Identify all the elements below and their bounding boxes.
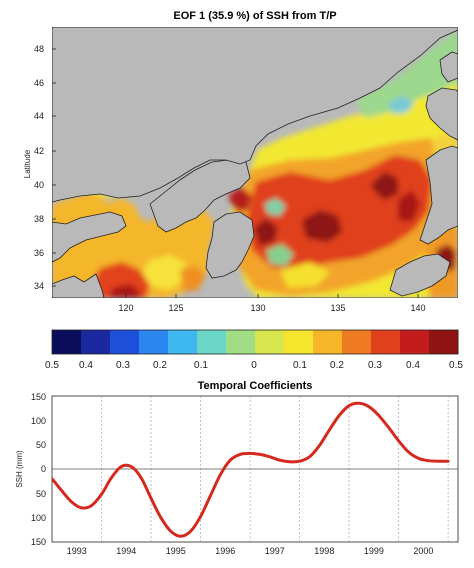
- colorbar-label-7: 0.1: [293, 360, 307, 371]
- map-axes: 120 125 130 135 140 34 36 38 40 42 44 46…: [23, 44, 426, 313]
- line-ytick-label-4: 0: [41, 464, 46, 474]
- colorbar-label-3: 0.3: [116, 360, 130, 371]
- map-ytick-label-1: 34: [34, 281, 44, 291]
- map-ytick-label-4: 40: [34, 180, 44, 190]
- map-ytick-label-5: 42: [34, 146, 44, 156]
- colorbar-cell-6: [197, 330, 227, 354]
- map-ytick-label-6: 44: [34, 111, 44, 121]
- map-ylabel: Latitude: [23, 149, 32, 178]
- line-axes: 150 100 50 0 50 100 150 SSH (mm) 1993 199…: [15, 392, 433, 556]
- colorbar-cell-9: [284, 330, 314, 354]
- line-xtick-label: 1994: [116, 546, 136, 556]
- line-xtick-label: 1997: [265, 546, 285, 556]
- colorbar-cell-12: [371, 330, 401, 354]
- line-xtick-label: 2000: [413, 546, 433, 556]
- colorbar-label-11: 0.5: [449, 360, 463, 371]
- hotspot-center: [302, 210, 342, 242]
- land-north: [52, 27, 458, 203]
- line-ytick-label-3: 50: [36, 440, 46, 450]
- map-ytick-label-2: 36: [34, 248, 44, 258]
- land-sakhalin: [439, 51, 458, 83]
- colorbar-cell-4: [139, 330, 169, 354]
- series-line: [52, 401, 450, 538]
- hotspot-ulleung-south: [254, 218, 278, 246]
- hotspot-northeast: [370, 172, 398, 200]
- line-ytick-label-6: 100: [31, 513, 46, 523]
- colorbar-cell-1: [52, 330, 82, 354]
- map-xtick-label-4: 135: [330, 303, 345, 313]
- field-yellow-sea-light: [142, 255, 185, 290]
- colorbar-cell-8: [255, 330, 285, 354]
- colorbar-cells: [52, 330, 459, 354]
- line-ytick-label-1: 150: [31, 392, 46, 402]
- field-yellow-orange: [180, 266, 206, 292]
- colorbar-cell-10: [313, 330, 343, 354]
- land-liaodong: [149, 159, 251, 233]
- line-ytick-label-5: 50: [36, 489, 46, 499]
- field-south-dark: [110, 284, 140, 298]
- field-east-sea-cyan: [388, 96, 414, 114]
- map-title: EOF 1 (35.9 %) of SSH from T/P: [173, 10, 336, 22]
- line-panel: [51, 395, 459, 543]
- field-cool-patch-b: [266, 244, 294, 266]
- map-panel: [52, 27, 458, 298]
- colorbar-cell-3: [110, 330, 140, 354]
- map-tick-marks: [52, 48, 419, 298]
- map-xtick-label-3: 130: [250, 303, 265, 313]
- map-ytick-label-7: 46: [34, 78, 44, 88]
- land-shandong: [52, 211, 127, 263]
- field-east-sea-yellow-inner: [280, 262, 330, 288]
- field-east-sea-green: [355, 30, 458, 118]
- map-xtick-label-1: 120: [118, 303, 133, 313]
- colorbar-label-2: 0.4: [79, 360, 93, 371]
- colorbar-label-1: 0.5: [45, 360, 59, 371]
- map-xtick-label-2: 125: [168, 303, 183, 313]
- colorbar-label-5: 0.1: [194, 360, 208, 371]
- hotspot-honshu-coast: [398, 190, 420, 222]
- line-xtick-label: 1995: [166, 546, 186, 556]
- land-sw-japan: [389, 253, 451, 297]
- line-xtick-labels: 1993 1994 1995 1996 1997 1998 1999 2000: [67, 546, 434, 556]
- line-title: Temporal Coefficients: [198, 380, 313, 392]
- line-xtick-label: 1993: [67, 546, 87, 556]
- line-xtick-label: 1998: [314, 546, 334, 556]
- colorbar-frame: [51, 329, 459, 355]
- colorbar-label-9: 0.3: [368, 360, 382, 371]
- land-korea: [205, 211, 255, 279]
- colorbar-label-4: 0.2: [153, 360, 167, 371]
- land-hokkaido: [425, 87, 458, 141]
- colorbar-label-10: 0.4: [406, 360, 420, 371]
- colorbar-cell-13: [400, 330, 430, 354]
- colorbar-cell-2: [81, 330, 111, 354]
- colorbar-cell-14: [429, 330, 459, 354]
- colorbar-labels: 0.5 0.4 0.3 0.2 0.1 0 0.1 0.2 0.3 0.4 0.…: [45, 360, 463, 371]
- hotspot-north-korea-coast: [228, 186, 252, 212]
- line-ytick-label-7: 150: [31, 537, 46, 547]
- field-cool-patch-a: [264, 198, 286, 216]
- colorbar-cell-5: [168, 330, 198, 354]
- line-ytick-label-2: 100: [31, 416, 46, 426]
- map-ytick-label-3: 38: [34, 214, 44, 224]
- line-xtick-label: 1999: [364, 546, 384, 556]
- colorbar-cell-7: [226, 330, 256, 354]
- colorbar: 0.5 0.4 0.3 0.2 0.1 0 0.1 0.2 0.3 0.4 0.…: [45, 329, 463, 371]
- line-ylabel: SSH (mm): [15, 450, 24, 488]
- map-ytick-label-8: 48: [34, 44, 44, 54]
- landmasses: [52, 27, 458, 298]
- map-xtick-label-5: 140: [410, 303, 425, 313]
- line-xtick-label: 1996: [215, 546, 235, 556]
- colorbar-label-8: 0.2: [330, 360, 344, 371]
- land-honshu: [419, 145, 458, 245]
- colorbar-cell-11: [342, 330, 372, 354]
- land-east-china: [52, 273, 105, 298]
- colorbar-label-6: 0: [251, 360, 257, 371]
